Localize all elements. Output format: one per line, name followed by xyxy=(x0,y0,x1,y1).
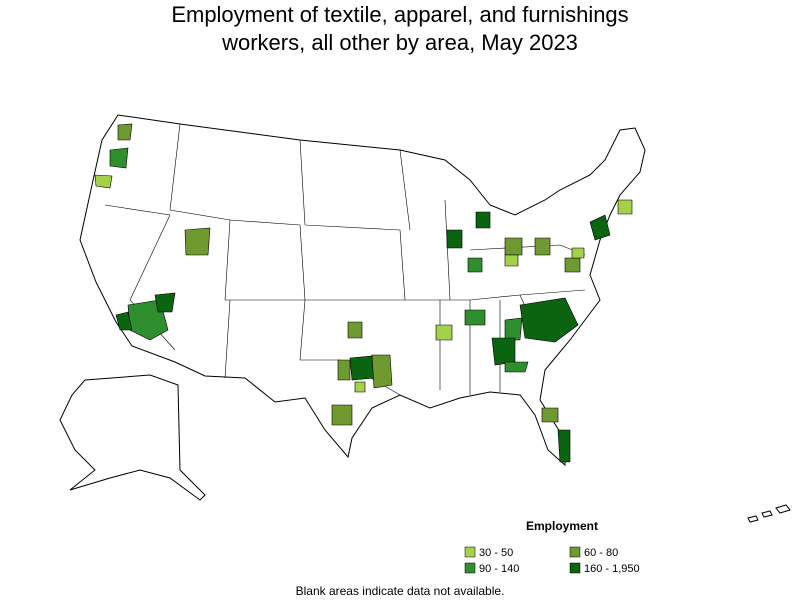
area xyxy=(94,174,113,189)
legend-label: 30 - 50 xyxy=(479,547,513,559)
area xyxy=(354,381,366,393)
area xyxy=(534,237,551,256)
area xyxy=(109,147,129,169)
area xyxy=(371,354,393,389)
area xyxy=(491,337,516,366)
legend-swatch xyxy=(464,562,476,574)
area xyxy=(504,237,523,256)
area xyxy=(557,429,571,463)
area xyxy=(435,324,453,341)
legend-swatch xyxy=(569,546,581,558)
legend-swatch xyxy=(464,546,476,558)
area xyxy=(504,317,523,341)
area xyxy=(504,254,519,267)
area xyxy=(519,297,579,343)
alaska xyxy=(59,374,206,501)
legend: Employment 30 - 50 60 - 80 90 - 140 160 - 1… xyxy=(464,519,640,575)
legend-title: Employment xyxy=(526,519,598,533)
area xyxy=(154,292,176,313)
area xyxy=(464,309,486,326)
title-line: workers, all other by area, May 2023 xyxy=(221,30,578,55)
area xyxy=(117,123,133,141)
area xyxy=(589,214,611,241)
title-line: Employment of textile, apparel, and furn… xyxy=(171,2,628,27)
area xyxy=(467,257,483,273)
area xyxy=(564,257,581,273)
areas xyxy=(94,123,633,463)
legend-label: 90 - 140 xyxy=(479,563,519,575)
area xyxy=(347,321,363,339)
area xyxy=(115,311,133,331)
legend-swatch xyxy=(569,562,581,574)
area xyxy=(349,355,375,381)
area xyxy=(475,211,491,229)
hawaii xyxy=(747,504,791,523)
area xyxy=(331,404,353,426)
area xyxy=(184,227,211,256)
area xyxy=(541,407,559,423)
legend-label: 160 - 1,950 xyxy=(584,563,640,575)
area xyxy=(337,359,351,381)
footnote: Blank areas indicate data not available. xyxy=(296,584,505,598)
legend-label: 60 - 80 xyxy=(584,547,618,559)
area xyxy=(446,229,463,249)
legend-items: 30 - 50 60 - 80 90 - 140 160 - 1,950 xyxy=(464,546,640,575)
area xyxy=(504,361,529,373)
us-map xyxy=(59,114,791,523)
area xyxy=(571,247,585,259)
area xyxy=(617,199,633,215)
